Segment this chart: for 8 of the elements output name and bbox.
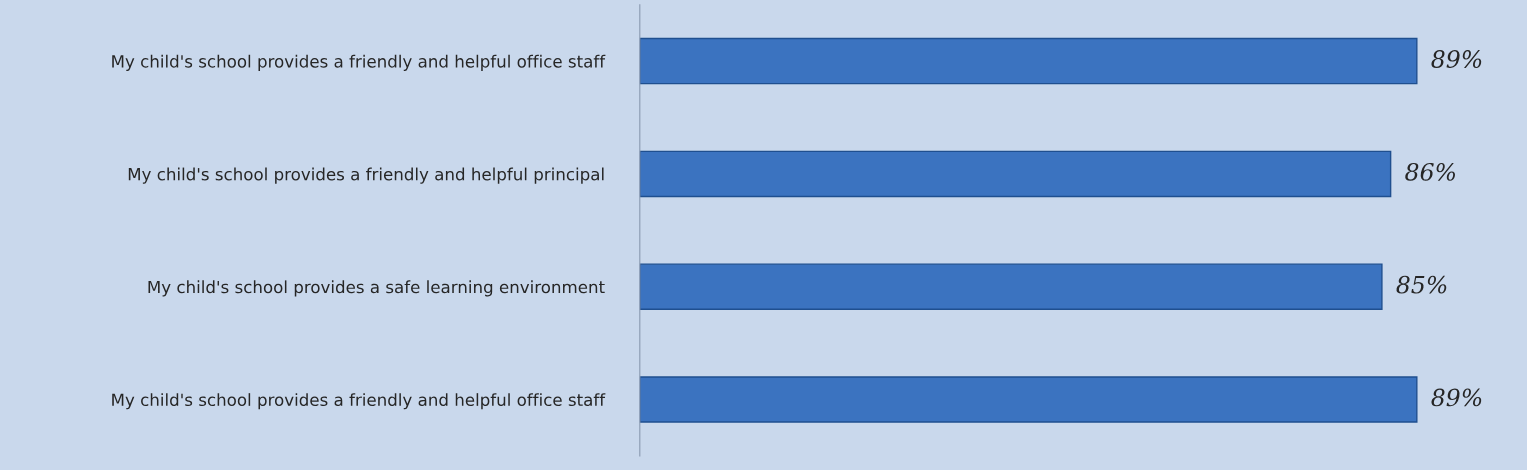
- data-label: 86%: [1405, 162, 1456, 181]
- y-tick-label: My child's school provides a friendly and helpful office staff: [112, 54, 606, 71]
- data-label: 89%: [1431, 388, 1482, 407]
- y-tick-label: My child's school provides a friendly and helpful office staff: [112, 393, 606, 410]
- y-tick-label: My child's school provides a safe learning environment: [148, 280, 605, 297]
- data-label: 85%: [1396, 275, 1447, 294]
- data-label: 89%: [1431, 50, 1482, 68]
- y-tick-label: My child's school provides a friendly and helpful principal: [128, 167, 604, 184]
